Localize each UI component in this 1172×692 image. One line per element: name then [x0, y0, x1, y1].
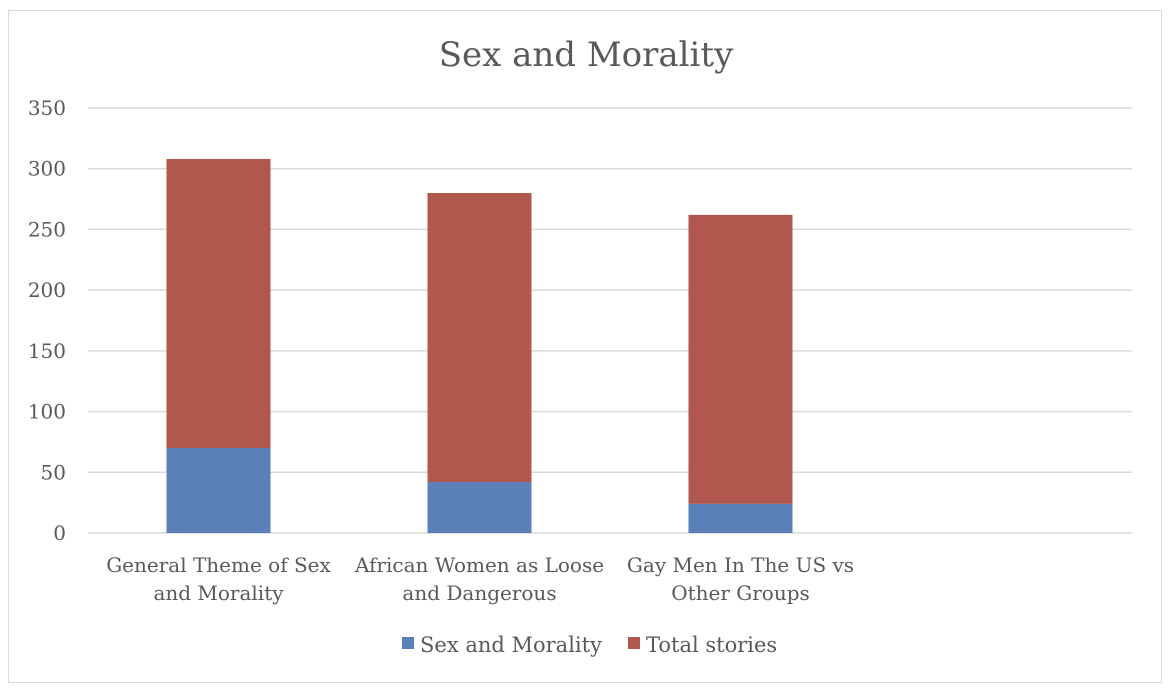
bar-segment [688, 503, 793, 533]
bar-segment [688, 214, 793, 504]
legend: Sex and Morality Total stories [402, 633, 777, 657]
y-tick-label: 0 [53, 521, 66, 545]
x-category-label: General Theme of Sex [106, 553, 331, 577]
chart-title: Sex and Morality [439, 35, 734, 75]
bar-segment [427, 482, 532, 533]
x-axis-categories: General Theme of Sex and Morality African … [106, 553, 854, 605]
legend-swatch [628, 637, 640, 649]
legend-label: Total stories [646, 633, 777, 657]
x-category-label: and Dangerous [402, 581, 556, 605]
bar-segment [427, 193, 532, 482]
y-axis-ticks: 0 50 100 150 200 250 300 350 [28, 96, 66, 545]
legend-swatch [402, 637, 414, 649]
y-tick-label: 350 [28, 96, 66, 120]
x-category-label: African Women as Loose [354, 553, 604, 577]
legend-label: Sex and Morality [420, 633, 602, 657]
y-tick-label: 150 [28, 339, 66, 363]
y-tick-label: 200 [28, 278, 66, 302]
bars [166, 159, 793, 533]
y-tick-label: 100 [28, 400, 66, 424]
y-tick-label: 300 [28, 157, 66, 181]
bar-segment [166, 448, 271, 533]
y-tick-label: 250 [28, 217, 66, 241]
x-category-label: Gay Men In The US vs [627, 553, 854, 577]
y-tick-label: 50 [41, 460, 66, 484]
x-category-label: Other Groups [671, 581, 810, 605]
bar-segment [166, 159, 271, 448]
x-category-label: and Morality [153, 581, 284, 605]
